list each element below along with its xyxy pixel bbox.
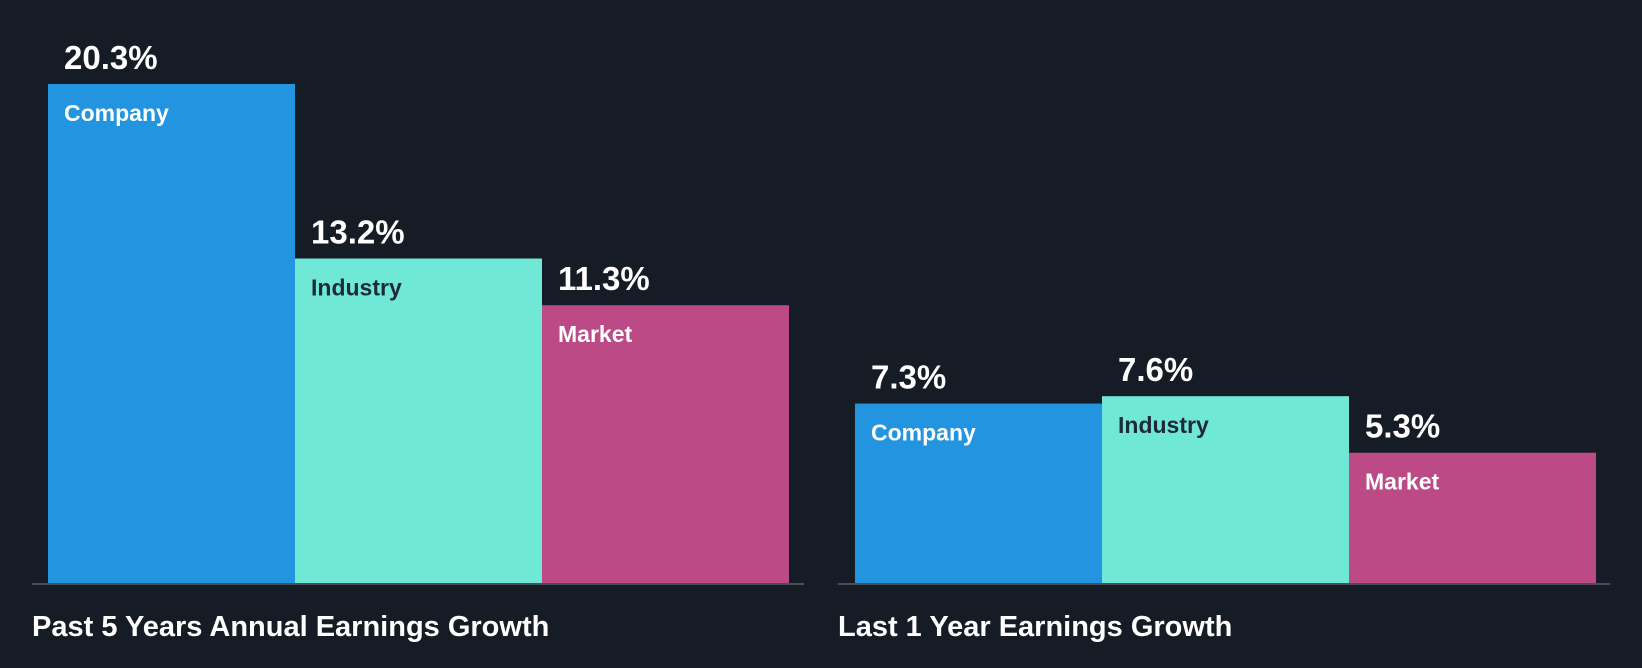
bar-category-label-company: Company [871,420,976,446]
bar-company [48,84,295,583]
bar-category-label-market: Market [1365,469,1439,495]
bar-industry [295,258,542,583]
chart-title: Past 5 Years Annual Earnings Growth [32,611,549,643]
bar-market [542,305,789,583]
bar-category-label-company: Company [64,100,169,126]
value-label-company: 20.3% [64,39,158,76]
chart-panel-past-5-years: 20.3% Company 13.2% Industry 11.3% Market Pas… [32,39,804,643]
bar-category-label-industry: Industry [311,275,402,301]
bar-category-label-industry: Industry [1118,412,1209,438]
bar-category-label-market: Market [558,321,632,347]
bars-group: 20.3% Company 13.2% Industry 11.3% Market [48,39,789,583]
value-label-industry: 13.2% [311,214,405,251]
value-label-industry: 7.6% [1118,351,1193,388]
bar-industry [1102,396,1349,583]
bar-market [1349,452,1596,583]
bars-group: 7.3% Company 7.6% Industry 5.3% Market [855,351,1596,583]
value-label-company: 7.3% [871,359,946,396]
chart-panel-last-1-year: 7.3% Company 7.6% Industry 5.3% Market Last 1… [838,351,1610,643]
bar-company [855,403,1102,583]
chart-title: Last 1 Year Earnings Growth [838,611,1232,643]
value-label-market: 5.3% [1365,408,1440,445]
value-label-market: 11.3% [558,260,650,297]
